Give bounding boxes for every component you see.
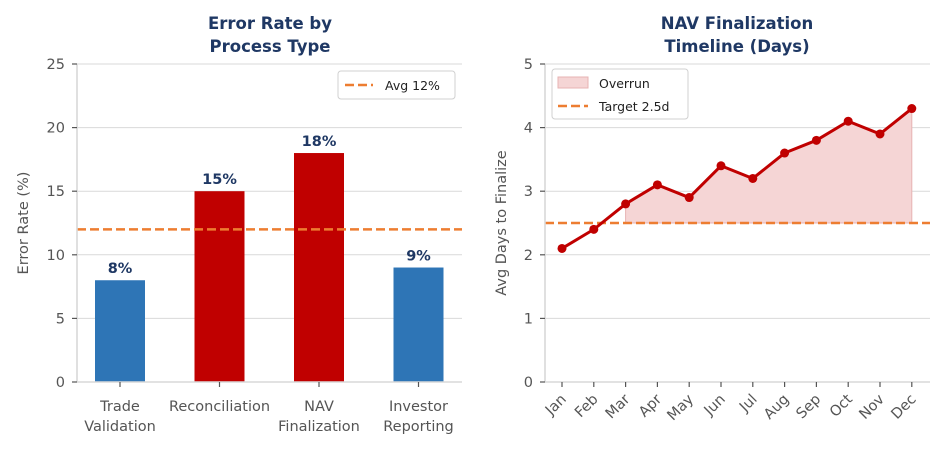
y-axis-label: Avg Days to Finalize xyxy=(494,150,510,295)
y-tick-label: 0 xyxy=(524,375,533,391)
bar-value-label: 18% xyxy=(302,134,337,150)
chart-title-line-2: Process Type xyxy=(210,37,331,56)
x-tick-label: Apr xyxy=(636,391,665,420)
bar xyxy=(95,280,145,382)
y-tick-label: 2 xyxy=(524,248,533,264)
x-tick-label: Trade xyxy=(99,399,140,415)
data-point xyxy=(811,135,821,145)
series-polyline xyxy=(561,107,913,250)
y-tick-label: 4 xyxy=(524,121,533,137)
y-tick-label: 5 xyxy=(56,311,65,327)
chart-title-line-2: Timeline (Days) xyxy=(664,37,809,56)
data-point xyxy=(652,180,662,190)
bar-value-label: 9% xyxy=(406,249,431,265)
y-tick-label: 15 xyxy=(47,184,65,200)
x-tick-label: Sep xyxy=(794,392,825,423)
y-tick-label: 5 xyxy=(524,57,533,73)
data-point xyxy=(716,161,726,171)
y-tick-label: 0 xyxy=(56,375,65,391)
y-tick-label: 25 xyxy=(47,57,65,73)
x-tick-label: Aug xyxy=(761,392,792,423)
bar-value-label: 15% xyxy=(202,172,237,188)
x-tick-label: Validation xyxy=(84,419,156,435)
data-point xyxy=(907,104,917,114)
legend-label: Avg 12% xyxy=(385,78,440,93)
x-tick-label: Jan xyxy=(542,392,570,420)
y-tick-label: 20 xyxy=(47,121,65,137)
x-tick-label: Investor xyxy=(389,399,448,415)
x-tick-label: Mar xyxy=(603,391,634,422)
data-point xyxy=(843,116,853,126)
bar-value-label: 8% xyxy=(108,261,133,277)
data-point xyxy=(780,148,790,158)
x-tick-label: Jun xyxy=(701,392,729,420)
legend-label: Overrun xyxy=(599,76,650,91)
bar xyxy=(393,267,444,382)
legend: Avg 12% xyxy=(337,70,456,100)
x-tick-label: Jul xyxy=(736,392,760,416)
chart-title-line-1: NAV Finalization xyxy=(661,14,813,33)
x-tick-label: Reporting xyxy=(383,419,454,435)
legend-label: Target 2.5d xyxy=(598,99,669,114)
x-tick-label: Feb xyxy=(572,392,601,421)
y-tick-label: 3 xyxy=(524,184,533,200)
x-tick-label: Nov xyxy=(856,391,888,423)
data-point xyxy=(589,224,599,234)
x-tick-label: Finalization xyxy=(278,419,360,435)
legend-box xyxy=(337,70,456,100)
x-tick-label: Dec xyxy=(888,391,919,422)
y-axis-label: Error Rate (%) xyxy=(16,172,32,275)
axes: 0 5 10 15 20 25 Trade Validation Reconciliation N… xyxy=(47,57,462,435)
series-line xyxy=(557,104,917,253)
data-point xyxy=(875,129,885,139)
bar xyxy=(294,153,344,382)
error-rate-chart: Error Rate by Process Type 8% 15% 18% 9% 0 5… xyxy=(16,14,462,435)
data-point xyxy=(748,173,758,183)
data-point xyxy=(684,193,694,203)
x-tick-label: NAV xyxy=(304,399,334,415)
y-tick-label: 1 xyxy=(524,311,533,327)
chart-title-line-1: Error Rate by xyxy=(208,14,332,33)
x-tick-label: Reconciliation xyxy=(169,399,270,415)
legend: Overrun Target 2.5d xyxy=(551,68,689,120)
x-tick-label: Oct xyxy=(827,391,856,420)
x-tick-label: May xyxy=(665,391,698,424)
legend-swatch-overrun xyxy=(557,76,589,89)
data-point xyxy=(621,199,631,209)
data-point xyxy=(557,243,567,253)
y-tick-label: 10 xyxy=(47,248,65,264)
nav-timeline-chart: NAV Finalization Timeline (Days) 0 1 2 3 4 5 J… xyxy=(494,14,930,424)
bars: 8% 15% 18% 9% xyxy=(95,134,444,382)
bar xyxy=(194,191,245,382)
